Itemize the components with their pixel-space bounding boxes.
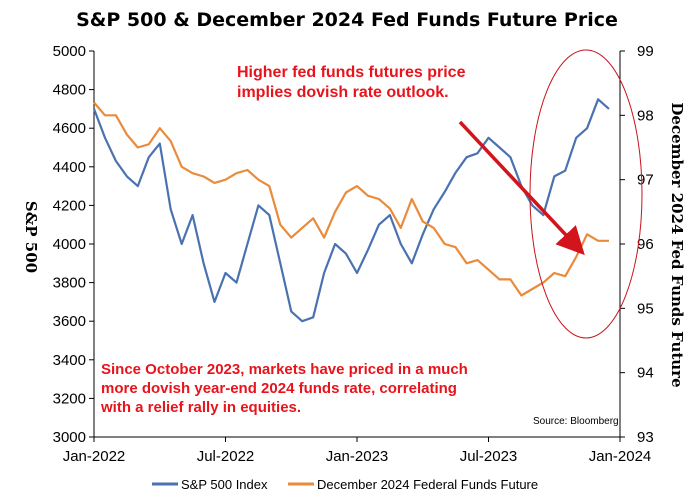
x-axis-ticks: Jan-2022 Jul-2022 Jan-2023 Jul-2023 Jan-2024 [63,437,652,465]
right-tick-label: 95 [637,300,654,317]
x-tick-label: Jul-2023 [460,448,518,465]
series-fedfunds-line [93,101,609,297]
series-sp500-line [92,98,610,323]
x-tick-label: Jan-2023 [326,448,389,465]
right-axis-title: December 2024 Fed Funds Future [668,102,686,387]
trend-arrow [458,120,585,256]
left-tick-label: 3400 [53,352,86,369]
left-tick-label: 4600 [53,120,86,137]
right-tick-label: 96 [637,236,654,253]
right-tick-label: 94 [637,365,654,382]
left-axis-ticks: 3000 3200 3400 3600 3800 4000 4200 4400 4600 4800… [53,43,94,446]
x-tick-label: Jul-2022 [197,448,255,465]
annotation-bottom-line-1: Since October 2023, markets have priced … [101,361,468,378]
right-tick-label: 93 [637,429,654,446]
source-note: Source: Bloomberg [533,416,619,427]
annotation-bottom-line-2: more dovish year-end 2024 funds rate, co… [101,380,457,397]
left-tick-label: 3600 [53,313,86,330]
x-tick-label: Jan-2024 [589,448,652,465]
annotation-top-line-2: implies dovish rate outlook. [237,84,449,101]
annotation-top-line-1: Higher fed funds futures price [237,64,466,81]
legend-label-sp500: S&P 500 Index [181,477,268,492]
chart-title: S&P 500 & December 2024 Fed Funds Future… [76,9,618,31]
left-axis-title: S&P 500 [22,201,40,273]
highlight-ellipse [529,49,643,339]
left-tick-label: 3800 [53,275,86,292]
left-tick-label: 4200 [53,197,86,214]
annotation-bottom-line-3: with a relief rally in equities. [100,399,301,416]
right-tick-label: 97 [637,172,654,189]
left-tick-label: 4400 [53,159,86,176]
left-tick-label: 3200 [53,390,86,407]
right-tick-label: 99 [637,43,654,60]
right-tick-label: 98 [637,107,654,124]
legend-label-fedfunds: December 2024 Federal Funds Future [317,477,538,492]
left-tick-label: 4000 [53,236,86,253]
x-tick-label: Jan-2022 [63,448,126,465]
left-tick-label: 5000 [53,43,86,60]
legend: S&P 500 Index December 2024 Federal Fund… [152,477,538,492]
left-tick-label: 3000 [53,429,86,446]
left-tick-label: 4800 [53,82,86,99]
right-axis-ticks: 93 94 95 96 97 98 99 [620,43,654,446]
